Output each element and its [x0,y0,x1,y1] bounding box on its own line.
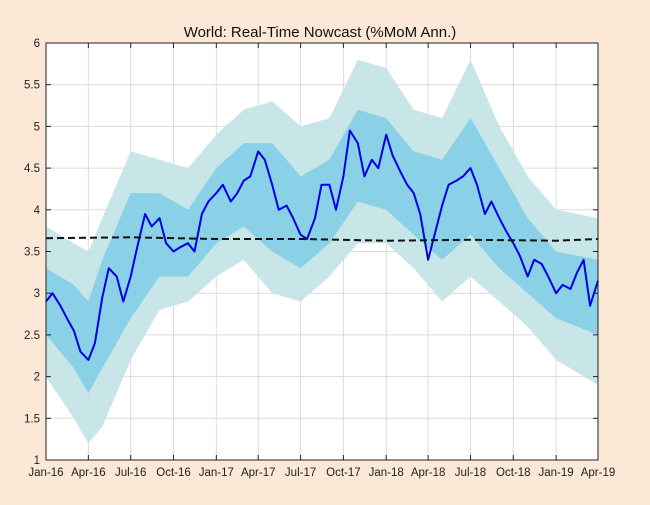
series-lines [45,129,599,361]
y-tick-label: 4.5 [24,163,40,175]
x-tick-label: Jan-16 [28,467,63,479]
x-tick-label: Oct-16 [156,467,191,479]
y-tick-label: 2 [34,372,40,384]
tick-marks [45,42,599,461]
x-tick-label: Jul-16 [115,467,146,479]
y-tick-label: 3 [34,288,40,300]
x-tick-label: Oct-18 [496,467,531,479]
x-tick-labels: Jan-16 Apr-16 Jul-16 Oct-16 Jan-17 Apr-17 Jul-… [28,467,615,479]
trend-line [45,236,599,242]
y-tick-label: 3.5 [24,247,40,259]
y-tick-label: 1.5 [24,413,40,425]
inner-band [46,109,598,394]
confidence-bands [46,59,598,444]
x-tick-label: Jul-17 [285,467,316,479]
y-tick-labels: 1 1.5 2 2.5 3 3.5 4 4.5 5 5.5 6 [24,38,41,467]
chart-title: World: Real-Time Nowcast (%MoM Ann.) [184,24,457,41]
x-tick-label: Apr-18 [411,467,446,479]
x-tick-label: Jul-18 [455,467,486,479]
x-tick-label: Apr-19 [581,467,616,479]
x-tick-label: Jan-18 [369,467,404,479]
x-tick-label: Apr-17 [241,467,276,479]
x-tick-label: Oct-17 [326,467,361,479]
y-tick-label: 6 [34,38,40,50]
y-tick-label: 2.5 [24,330,40,342]
x-tick-label: Apr-16 [71,467,106,479]
nowcast-line [45,129,599,361]
x-tick-label: Jan-17 [199,467,234,479]
x-tick-label: Jan-19 [539,467,574,479]
y-tick-label: 4 [34,205,41,217]
y-tick-label: 1 [34,455,40,467]
y-tick-label: 5 [34,121,40,133]
y-tick-label: 5.5 [24,80,40,92]
